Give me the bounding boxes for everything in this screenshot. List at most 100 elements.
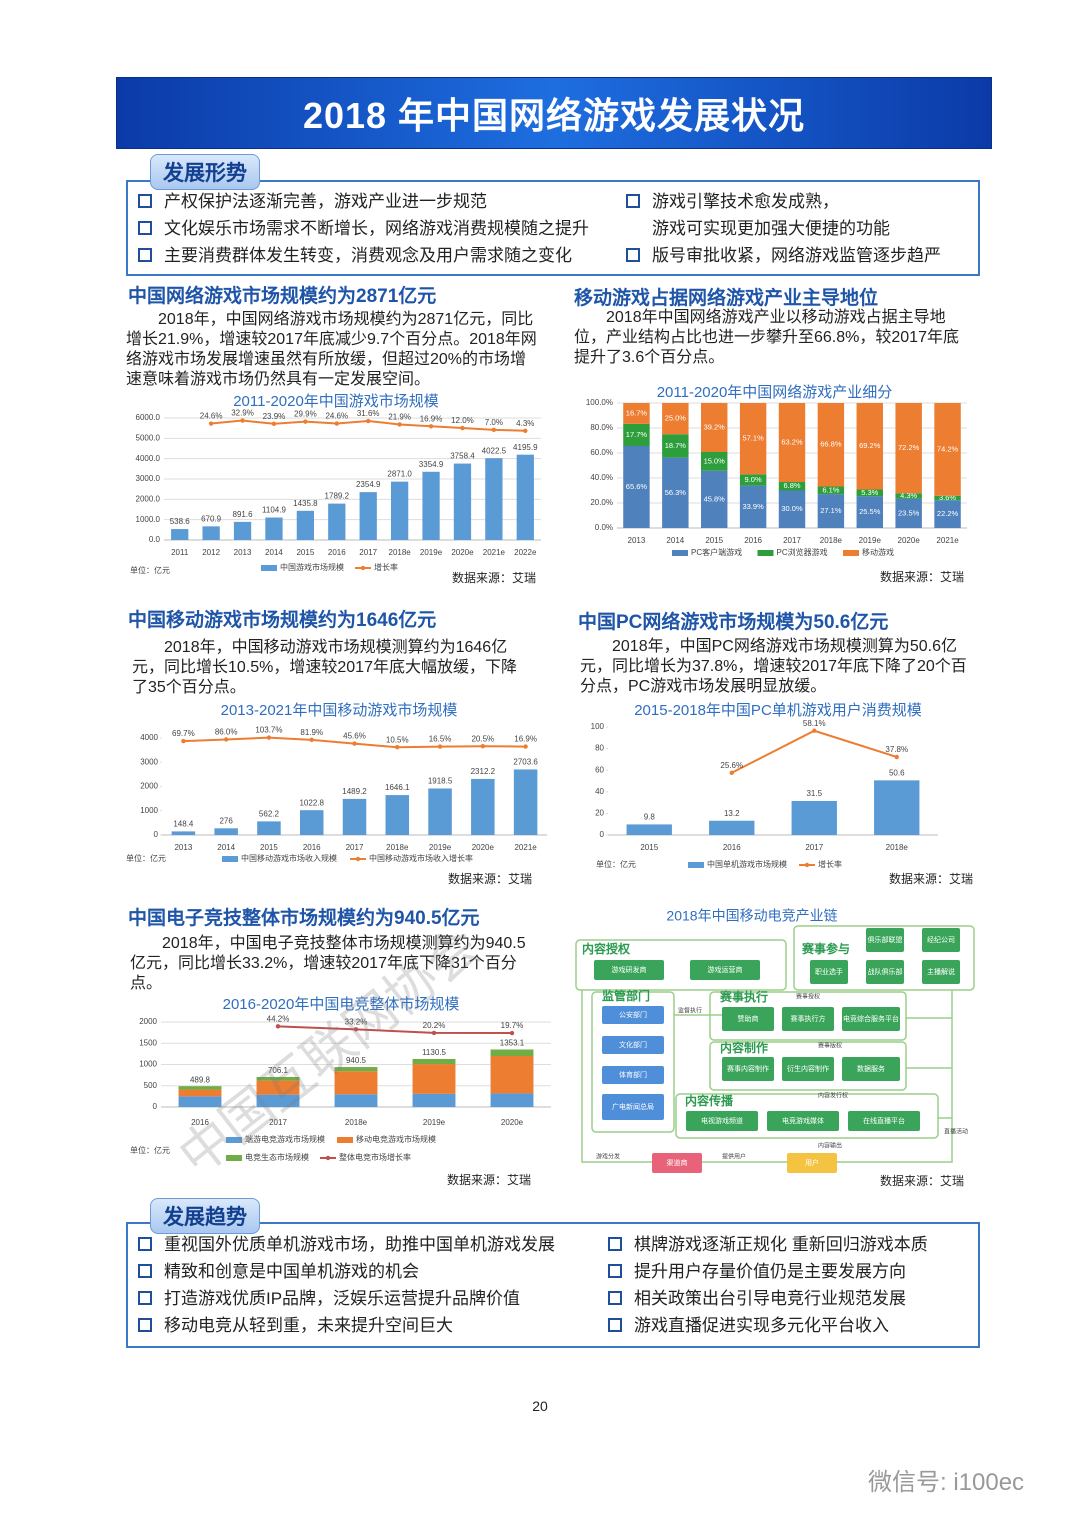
total-label: 706.1 — [268, 1066, 289, 1075]
x-tick-label: 2018e — [820, 536, 843, 545]
bar — [701, 470, 728, 528]
bar — [895, 403, 922, 494]
x-tick-label: 2016 — [303, 843, 321, 852]
bar — [739, 403, 767, 475]
bar — [856, 489, 883, 497]
bullet — [138, 1291, 152, 1305]
bar — [701, 452, 728, 471]
node-label: 渠道商 — [667, 1158, 688, 1167]
x-tick-label: 2016 — [191, 1118, 209, 1127]
edge-label: 监督执行 — [678, 1007, 702, 1015]
panel-text: 2018年中国网络游戏产业以移动游戏占据主导地位，产业结构占比也进一步攀升至66… — [574, 309, 959, 366]
bar — [334, 1071, 378, 1095]
bar — [778, 482, 806, 491]
line-point — [223, 737, 229, 742]
bullet — [138, 1318, 152, 1332]
list-item: 精致和创意是中国单机游戏的机会 — [138, 1258, 555, 1285]
bar — [471, 778, 495, 835]
node-box — [686, 1111, 758, 1131]
legend-label: 端游电竞游戏市场规模 — [245, 1134, 325, 1144]
node-box — [602, 1094, 664, 1120]
data-label: 276 — [219, 816, 233, 825]
unit-label: 单位：亿元 — [130, 565, 170, 575]
line — [731, 729, 898, 774]
data-label: 44.2% — [267, 1014, 290, 1023]
bar — [709, 820, 755, 835]
data-label: 1789.2 — [325, 492, 350, 501]
legend-label: 移动电竞游戏市场规模 — [356, 1134, 436, 1144]
data-label: 20.5% — [471, 734, 494, 743]
data-label: 12.0% — [451, 416, 474, 425]
bar — [739, 474, 767, 486]
bar — [178, 1096, 222, 1107]
bar — [178, 1086, 222, 1090]
bar — [934, 495, 961, 501]
data-label: 9.8 — [644, 813, 656, 822]
y-tick-label: 40.0% — [590, 473, 613, 482]
x-tick-label: 2013 — [174, 843, 192, 852]
y-tick-label: 0.0% — [595, 523, 613, 532]
node-box — [722, 1057, 774, 1081]
y-tick-label: 500 — [144, 1081, 158, 1090]
trends-tab: 发展趋势 — [150, 1198, 260, 1234]
y-tick-label: 3000 — [140, 757, 158, 766]
list-item: 产权保护法逐渐完善，游戏产业进一步规范 — [138, 188, 589, 215]
panel-title: 中国电子竞技整体市场规模约为940.5亿元 — [128, 908, 480, 929]
data-label: 5.3% — [861, 488, 878, 497]
x-tick-label: 2014 — [265, 548, 283, 557]
line-point — [460, 425, 465, 431]
list-item: 棋牌游戏逐渐正规化 重新回归游戏本质 — [608, 1231, 928, 1258]
node-box — [767, 1111, 839, 1131]
data-label: 23.9% — [263, 412, 286, 421]
data-label: 562.2 — [259, 809, 280, 818]
data-label: 2354.9 — [356, 480, 381, 489]
unit-label: 单位：亿元 — [130, 1145, 170, 1155]
bullet — [138, 194, 152, 208]
edge-label: 赛事版权 — [818, 1042, 842, 1050]
list-item: 重视国外优质单机游戏市场，助推中国单机游戏发展 — [138, 1231, 555, 1258]
bar — [513, 769, 538, 835]
node-box — [594, 960, 664, 980]
data-label: 31.6% — [357, 409, 380, 418]
x-tick-label: 2017 — [805, 843, 823, 852]
situation-tab: 发展形势 — [150, 154, 260, 190]
data-label: 3758.4 — [450, 452, 475, 461]
chart-title: 2011-2020年中国游戏市场规模 — [233, 393, 439, 410]
x-tick-label: 2017 — [783, 536, 801, 545]
legend-swatch — [688, 862, 704, 868]
bar — [934, 500, 961, 528]
node-label: 用户 — [805, 1158, 819, 1167]
node-label: 广电新闻总局 — [612, 1102, 654, 1111]
line-point — [812, 728, 817, 733]
bar — [359, 492, 377, 540]
data-label: 27.1% — [820, 506, 842, 515]
node-box — [602, 1006, 664, 1024]
data-label: 33.2% — [345, 1017, 368, 1026]
data-label: 39.2% — [704, 422, 726, 431]
line-point — [353, 1027, 359, 1032]
title-banner: 2018 年中国网络游戏发展状况 — [116, 77, 992, 149]
legend-swatch — [222, 856, 238, 862]
line-point — [523, 744, 528, 749]
chart-title: 2013-2021年中国移动游戏市场规模 — [221, 702, 458, 719]
line-point — [208, 421, 214, 426]
x-tick-label: 2011 — [171, 548, 189, 557]
bullet — [626, 194, 640, 208]
legend-swatch — [261, 565, 277, 571]
data-label: 10.5% — [386, 735, 409, 744]
bar — [422, 471, 440, 540]
data-label: 1104.9 — [262, 506, 286, 515]
data-label: 4.3% — [516, 419, 534, 428]
bullet — [138, 221, 152, 235]
y-tick-label: 5000.0 — [136, 433, 161, 442]
list-item: 打造游戏优质IP品牌，泛娱乐运营提升品牌价值 — [138, 1285, 555, 1312]
line-point — [437, 744, 443, 749]
situation-right: 游戏引擎技术愈发成熟， 游戏可实现更加强大便捷的功能 版号审批收紧，网络游戏监管逐步… — [626, 188, 941, 269]
panel-text: 2018年，中国移动游戏市场规模测算约为1646亿元，同比增长10.5%，增速较… — [132, 639, 517, 696]
legend-swatch — [360, 565, 366, 571]
node-box — [866, 928, 904, 952]
legend-label: 移动游戏 — [862, 547, 894, 557]
bar — [662, 403, 689, 435]
bullet — [138, 1264, 152, 1278]
